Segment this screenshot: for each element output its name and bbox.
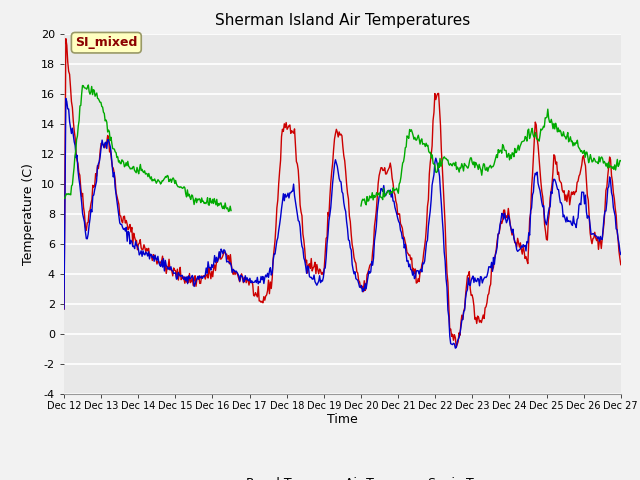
Text: SI_mixed: SI_mixed [75,36,138,49]
Legend: Panel T, Air T, Sonic T: Panel T, Air T, Sonic T [206,472,479,480]
X-axis label: Time: Time [327,413,358,426]
Y-axis label: Temperature (C): Temperature (C) [22,163,35,264]
Title: Sherman Island Air Temperatures: Sherman Island Air Temperatures [215,13,470,28]
